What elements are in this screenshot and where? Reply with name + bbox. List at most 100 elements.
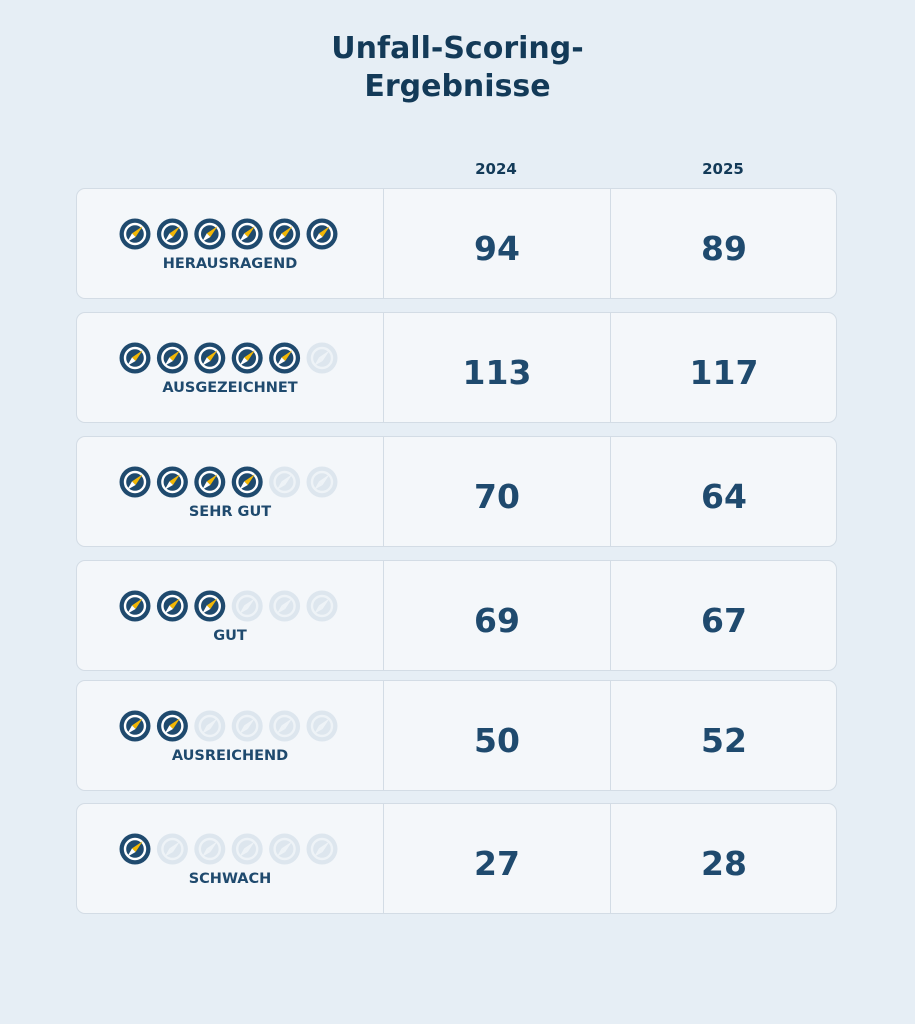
rating-icon-filled — [231, 218, 263, 250]
needle-bottom — [276, 233, 286, 242]
score-value: 69 — [474, 601, 520, 640]
rating-icon-empty — [231, 710, 263, 742]
divider — [383, 189, 384, 298]
needle-top — [169, 474, 181, 485]
icon-ring — [310, 346, 334, 370]
icon-ring — [123, 222, 147, 246]
rating-icon-filled — [156, 342, 188, 374]
rating-icon-empty — [269, 590, 301, 622]
needle-bottom — [314, 605, 323, 614]
needle-bottom — [314, 357, 323, 366]
icon-ring — [123, 837, 147, 861]
icon-ring — [198, 222, 222, 246]
needle-bottom — [239, 725, 248, 734]
icon-ring — [310, 837, 334, 861]
needle-bottom — [202, 481, 211, 490]
icon-ring — [235, 594, 259, 618]
icon-ring — [235, 714, 259, 738]
icon-ring — [310, 222, 334, 246]
icon-ring — [235, 222, 259, 246]
needle-bottom — [202, 605, 211, 614]
icon-ring — [273, 594, 296, 618]
icon-ring — [161, 222, 184, 246]
needle-top — [132, 226, 143, 237]
score-value: 70 — [474, 477, 520, 516]
rating-icon-filled — [194, 218, 226, 250]
title-line: Unfall-Scoring- — [331, 31, 584, 66]
needle-bottom — [276, 848, 286, 857]
score-value: 27 — [474, 844, 520, 883]
icon-ring — [310, 594, 334, 618]
rating-icon-filled — [194, 342, 226, 374]
score-value: 89 — [701, 229, 747, 268]
needle-bottom — [276, 725, 286, 734]
needle-bottom — [202, 357, 211, 366]
icon-ring — [273, 346, 296, 370]
rating-icon-empty — [306, 590, 338, 622]
icon-ring — [161, 346, 184, 370]
needle-top — [132, 598, 143, 609]
needle-bottom — [314, 725, 323, 734]
rating-icon-empty — [306, 466, 338, 498]
needle-bottom — [164, 481, 173, 490]
divider — [383, 437, 384, 546]
divider — [610, 561, 611, 670]
divider — [383, 681, 384, 790]
score-value: 52 — [701, 721, 747, 760]
rating-icon-filled — [269, 218, 301, 250]
divider — [610, 189, 611, 298]
rating-icon-empty — [306, 342, 338, 374]
needle-bottom — [127, 725, 136, 734]
needle-bottom — [164, 605, 173, 614]
rating-icon-filled — [231, 466, 263, 498]
score-value: 64 — [701, 477, 747, 516]
needle-bottom — [239, 233, 248, 242]
needle-bottom — [127, 357, 136, 366]
score-value: 67 — [701, 601, 747, 640]
rating-icons — [119, 710, 338, 742]
rating-icon-filled — [119, 218, 151, 250]
icon-ring — [235, 470, 259, 494]
icon-ring — [161, 594, 184, 618]
rating-icons — [119, 218, 338, 250]
title: Unfall-Scoring- Ergebnisse — [0, 30, 915, 106]
score-value: 28 — [701, 844, 747, 883]
icon-ring — [123, 346, 147, 370]
needle-bottom — [239, 848, 248, 857]
needle-top — [281, 718, 293, 729]
rating-icon-filled — [194, 466, 226, 498]
title-line: Ergebnisse — [364, 69, 551, 104]
needle-bottom — [314, 233, 323, 242]
rating-icon-filled — [306, 218, 338, 250]
icon-ring — [235, 346, 259, 370]
icon-ring — [123, 714, 147, 738]
needle-top — [281, 474, 293, 485]
icon-ring — [273, 222, 296, 246]
needle-top — [281, 226, 293, 237]
rating-icon-filled — [194, 590, 226, 622]
needle-bottom — [127, 233, 136, 242]
needle-bottom — [127, 605, 136, 614]
needle-bottom — [276, 605, 286, 614]
rating-icon-empty — [306, 710, 338, 742]
needle-top — [169, 598, 181, 609]
needle-top — [169, 226, 181, 237]
needle-top — [206, 474, 218, 485]
rating-label: SCHWACH — [188, 871, 272, 887]
table-row: AUSGEZEICHNET 113 117 — [76, 312, 837, 423]
icon-ring — [198, 594, 222, 618]
needle-top — [244, 598, 255, 609]
rating-icon-filled — [119, 590, 151, 622]
divider — [610, 804, 611, 913]
rating-icons — [119, 833, 338, 865]
rating-icon-empty — [269, 833, 301, 865]
needle-top — [244, 718, 255, 729]
rating-label: SEHR GUT — [188, 504, 272, 520]
icon-ring — [123, 594, 147, 618]
icon-ring — [123, 470, 147, 494]
needle-top — [319, 841, 330, 852]
rating-icon-empty — [231, 590, 263, 622]
needle-top — [244, 474, 255, 485]
needle-bottom — [239, 481, 248, 490]
icon-ring — [273, 837, 296, 861]
